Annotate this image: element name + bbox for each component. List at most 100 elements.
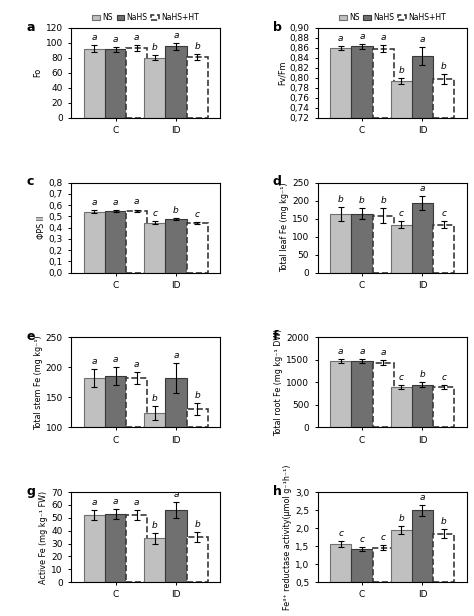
Text: a: a — [173, 351, 179, 360]
Text: g: g — [26, 485, 35, 498]
Bar — [187, 222, 208, 272]
Text: c: c — [399, 373, 404, 383]
Text: h: h — [273, 485, 282, 498]
Bar — [165, 219, 187, 272]
Text: a: a — [113, 496, 118, 506]
Text: b: b — [152, 521, 158, 530]
Bar — [84, 49, 105, 118]
Y-axis label: ΦPS II: ΦPS II — [37, 216, 46, 239]
Text: a: a — [91, 33, 97, 42]
Bar — [84, 212, 105, 272]
Bar — [105, 376, 126, 428]
Bar — [105, 49, 126, 118]
Bar — [433, 79, 454, 118]
Bar — [144, 222, 165, 272]
Text: a: a — [91, 198, 97, 207]
Text: a: a — [113, 35, 118, 44]
Bar — [391, 387, 412, 428]
Text: b: b — [194, 42, 200, 51]
Text: a: a — [91, 357, 97, 366]
Bar — [126, 48, 147, 118]
Legend: NS, NaHS, NaHS+HT: NS, NaHS, NaHS+HT — [339, 13, 446, 22]
Text: b: b — [359, 197, 365, 205]
Bar — [330, 361, 351, 428]
Bar — [391, 225, 412, 272]
Bar — [373, 49, 394, 118]
Bar — [126, 211, 147, 272]
Text: c: c — [195, 209, 200, 219]
Legend: NS, NaHS, NaHS+HT: NS, NaHS, NaHS+HT — [92, 13, 199, 22]
Text: a: a — [359, 31, 365, 41]
Text: f: f — [273, 330, 278, 343]
Bar — [187, 409, 208, 428]
Text: a: a — [359, 347, 365, 356]
Bar — [330, 47, 351, 118]
Text: b: b — [338, 195, 344, 204]
Text: b: b — [173, 206, 179, 215]
Text: c: c — [381, 533, 386, 542]
Bar — [412, 384, 433, 428]
Text: a: a — [173, 31, 179, 39]
Text: a: a — [381, 33, 386, 42]
Bar — [84, 378, 105, 428]
Text: a: a — [134, 498, 139, 507]
Text: a: a — [113, 198, 118, 207]
Text: d: d — [273, 176, 282, 188]
Text: b: b — [380, 197, 386, 205]
Bar — [187, 537, 208, 582]
Bar — [412, 203, 433, 272]
Text: a: a — [113, 355, 118, 364]
Text: e: e — [26, 330, 35, 343]
Text: a: a — [419, 35, 425, 44]
Y-axis label: Fv/Fm: Fv/Fm — [277, 60, 286, 85]
Text: a: a — [134, 197, 139, 206]
Text: a: a — [419, 184, 425, 193]
Bar — [330, 214, 351, 272]
Bar — [351, 549, 373, 582]
Text: c: c — [26, 176, 34, 188]
Bar — [351, 46, 373, 118]
Text: a: a — [134, 360, 139, 369]
Bar — [165, 46, 187, 118]
Y-axis label: Total root Fe (mg kg⁻¹ DW): Total root Fe (mg kg⁻¹ DW) — [274, 328, 283, 436]
Bar — [391, 530, 412, 582]
Text: c: c — [441, 373, 446, 383]
Y-axis label: Total leaf Fe (mg kg⁻¹): Total leaf Fe (mg kg⁻¹) — [280, 183, 289, 272]
Text: a: a — [338, 33, 344, 43]
Bar — [105, 514, 126, 582]
Y-axis label: Fo: Fo — [34, 68, 43, 78]
Text: a: a — [91, 498, 97, 507]
Text: a: a — [381, 347, 386, 357]
Text: a: a — [338, 347, 344, 356]
Bar — [330, 545, 351, 582]
Text: b: b — [152, 394, 158, 403]
Text: c: c — [152, 209, 157, 218]
Text: c: c — [399, 209, 404, 218]
Text: b: b — [441, 517, 447, 526]
Bar — [351, 361, 373, 428]
Bar — [165, 510, 187, 582]
Text: a: a — [26, 20, 35, 33]
Text: b: b — [399, 66, 404, 75]
Bar — [412, 56, 433, 118]
Bar — [412, 510, 433, 582]
Bar — [433, 225, 454, 272]
Bar — [165, 378, 187, 428]
Text: b: b — [194, 520, 200, 529]
Y-axis label: Total stem Fe (mg kg⁻¹): Total stem Fe (mg kg⁻¹) — [34, 335, 43, 430]
Bar — [373, 548, 394, 582]
Text: b: b — [152, 43, 158, 52]
Bar — [373, 363, 394, 428]
Bar — [373, 216, 394, 272]
Bar — [433, 387, 454, 428]
Text: b: b — [399, 514, 404, 523]
Bar — [433, 533, 454, 582]
Text: b: b — [419, 370, 425, 379]
Bar — [126, 378, 147, 428]
Text: a: a — [173, 490, 179, 499]
Text: a: a — [419, 493, 425, 501]
Y-axis label: Fe³⁺ reductase activity(μmol g⁻¹h⁻¹): Fe³⁺ reductase activity(μmol g⁻¹h⁻¹) — [283, 464, 292, 610]
Bar — [126, 515, 147, 582]
Y-axis label: Active Fe (mg kg⁻¹ FW): Active Fe (mg kg⁻¹ FW) — [39, 490, 48, 584]
Bar — [84, 515, 105, 582]
